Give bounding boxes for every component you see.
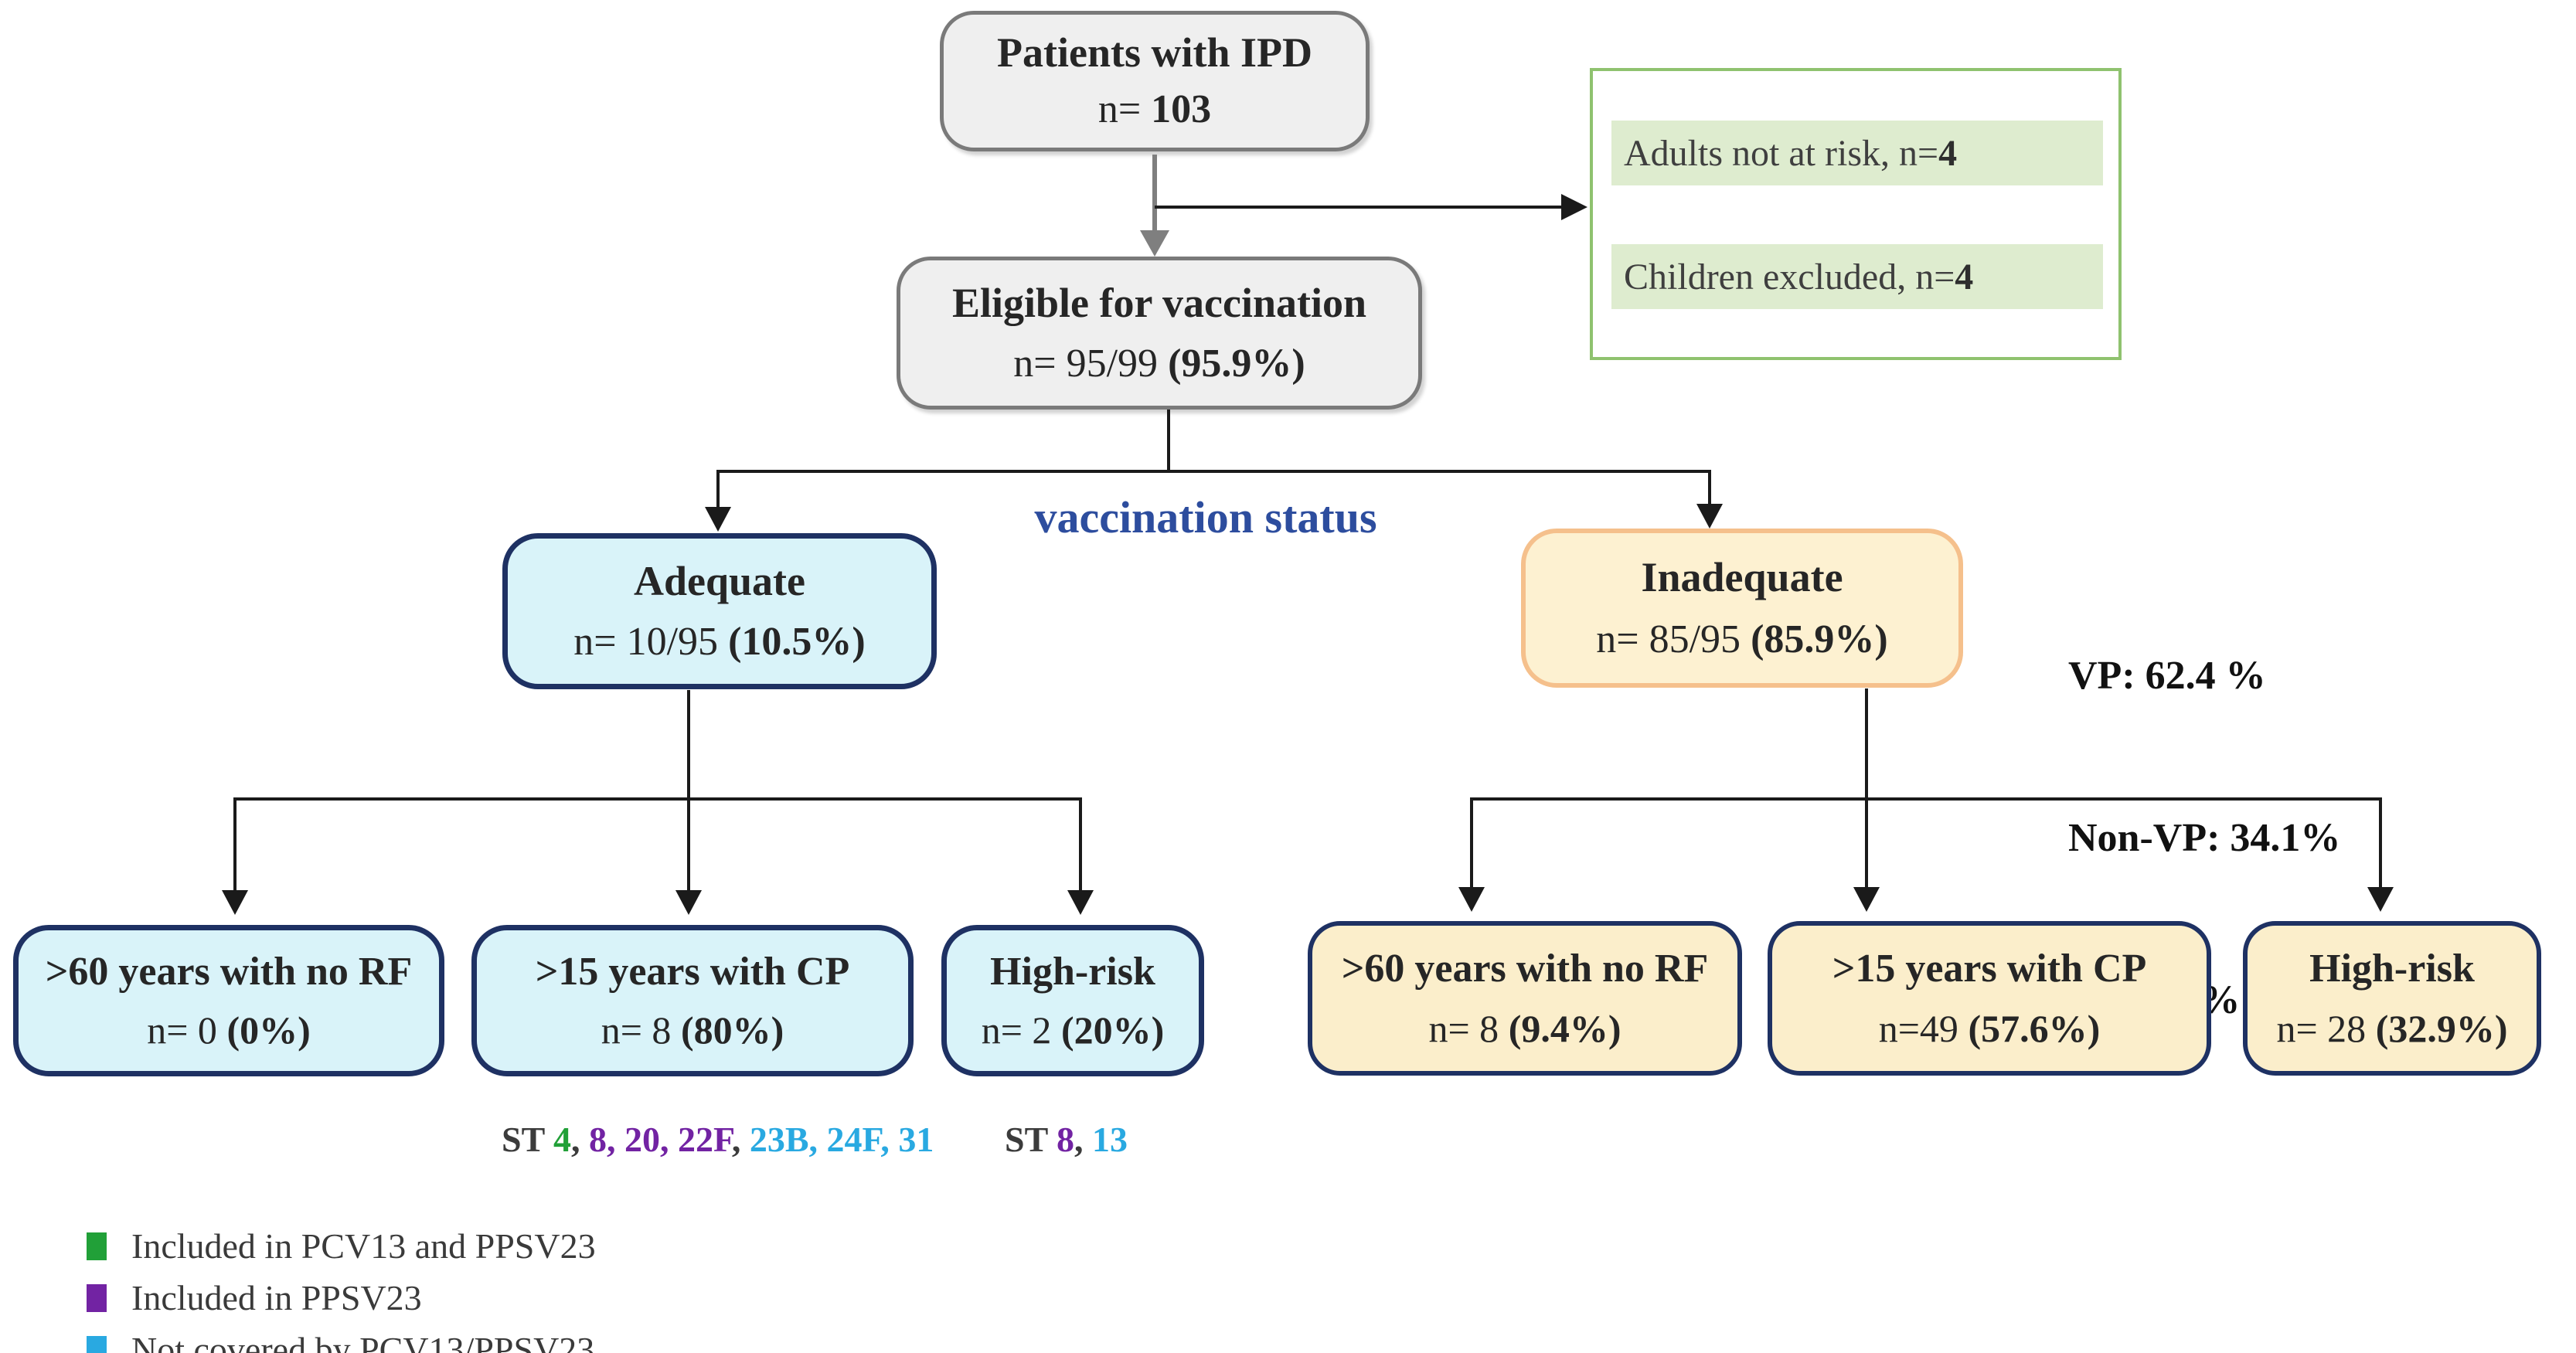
arrow-head-inadequate-child-2 [1853,887,1880,912]
connector-drop-inadequate [1708,470,1711,510]
serotype-token: , [731,1120,750,1159]
vp-stat-line: VP: 62.4 % [2068,654,2266,698]
connector-drop-adequate-child-2 [687,797,690,893]
excluded-row-text: Adults not at risk, n= [1624,132,1939,174]
node-count: n= 0 (0%) [147,1008,311,1052]
node-eligible-for-vaccination: Eligible for vaccination n= 95/99 (95.9%… [897,257,1422,410]
node-count: n=49 (57.6%) [1878,1006,2101,1050]
node-title: >60 years with no RF [1341,947,1709,991]
legend-row: Included in PPSV23 [87,1279,596,1317]
arrow-head-ipd-to-eligible [1140,230,1169,257]
node-inadequate-over60-no-rf: >60 years with no RF n= 8 (9.4%) [1308,921,1742,1076]
connector-drop-adequate-child-3 [1079,797,1082,893]
legend-label: Not covered by PCV13/PPSV23 [131,1330,595,1353]
node-count: n= 85/95 (85.9%) [1596,617,1888,661]
node-adequate-over60-no-rf: >60 years with no RF n= 0 (0%) [13,925,444,1076]
serotype-token: 8, 20, 22F [588,1120,732,1159]
node-title: >60 years with no RF [45,950,413,994]
serotype-line-adequate-cp: ST 4, 8, 20, 22F, 23B, 24F, 31 [502,1119,934,1160]
serotype-token: 8 [1056,1120,1074,1159]
connector-ipd-to-eligible [1152,155,1157,235]
serotype-token: , [570,1120,589,1159]
excluded-row-adults: Adults not at risk, n= 4 [1611,121,2103,185]
serotype-token: , [1074,1120,1092,1159]
node-title: Eligible for vaccination [952,279,1366,326]
legend-swatch [87,1336,107,1353]
connector-drop-adequate [716,470,720,510]
connector-drop-inadequate-child-2 [1865,797,1868,890]
node-adequate-over15-cp: >15 years with CP n= 8 (80%) [471,925,914,1076]
vp-stat-line: Non-VP: 34.1% [2068,816,2341,860]
serotype-token: 4 [553,1120,571,1159]
connector-adequate-stem [687,690,690,801]
legend-swatch [87,1232,107,1260]
excluded-row-children: Children excluded, n= 4 [1611,244,2103,309]
excluded-panel: Adults not at risk, n= 4 Children exclud… [1590,68,2122,360]
node-patients-with-ipd: Patients with IPD n= 103 [940,11,1370,151]
connector-adequate-branch [233,797,1082,801]
legend-row: Included in PCV13 and PPSV23 [87,1227,596,1266]
arrow-head-to-excluded-panel [1561,194,1587,220]
node-count: n= 8 (9.4%) [1428,1006,1621,1050]
legend-row: Not covered by PCV13/PPSV23 [87,1331,596,1353]
connector-drop-inadequate-child-3 [2379,797,2382,890]
connector-status-branch [716,470,1711,473]
legend-label: Included in PPSV23 [131,1278,422,1317]
node-count: n= 8 (80%) [601,1008,784,1052]
node-count: n= 103 [1097,87,1212,132]
excluded-row-count: 4 [1938,132,1958,174]
node-count: n= 28 (32.9%) [2276,1006,2508,1050]
serotype-token: 13 [1091,1120,1128,1159]
node-title: High-risk [990,950,1155,994]
serotype-token: 23B, 24F, 31 [749,1120,934,1159]
arrow-head-adequate-child-3 [1067,890,1094,915]
arrow-head-adequate-child-2 [675,890,702,915]
node-title: >15 years with CP [535,950,850,994]
connector-eligible-stem [1167,410,1170,473]
node-count: n= 2 (20%) [981,1008,1165,1052]
node-adequate: Adequate n= 10/95 (10.5%) [502,533,937,689]
node-title: >15 years with CP [1832,947,2147,991]
node-title: Adequate [633,557,805,604]
node-adequate-high-risk: High-risk n= 2 (20%) [941,925,1204,1076]
serotype-token: ST [1005,1120,1057,1159]
connector-inadequate-stem [1865,688,1868,801]
connector-drop-adequate-child-1 [233,797,237,893]
connector-drop-inadequate-child-1 [1470,797,1473,890]
node-count: n= 10/95 (10.5%) [573,619,866,664]
serotype-token: ST [502,1120,553,1159]
arrow-head-inadequate-child-3 [2367,887,2394,912]
node-title: High-risk [2309,947,2475,991]
node-title: Inadequate [1641,553,1843,600]
serotype-line-high-risk: ST 8, 13 [1005,1119,1128,1160]
node-title: Patients with IPD [997,29,1312,76]
legend-label: Included in PCV13 and PPSV23 [131,1226,596,1266]
arrow-head-inadequate [1696,504,1723,529]
connector-to-excluded-panel [1155,206,1563,209]
excluded-row-count: 4 [1955,256,1974,297]
connector-inadequate-branch [1470,797,2382,801]
serotype-legend: Included in PCV13 and PPSV23 Included in … [87,1227,596,1353]
node-inadequate: Inadequate n= 85/95 (85.9%) [1521,529,1963,688]
legend-swatch [87,1284,107,1312]
node-count: n= 95/99 (95.9%) [1013,341,1305,386]
arrow-head-adequate [705,507,731,532]
node-inadequate-over15-cp: >15 years with CP n=49 (57.6%) [1768,921,2211,1076]
excluded-row-text: Children excluded, n= [1624,256,1955,297]
node-inadequate-high-risk: High-risk n= 28 (32.9%) [2243,921,2541,1076]
arrow-head-adequate-child-1 [222,890,248,915]
arrow-head-inadequate-child-1 [1458,887,1485,912]
branch-label-vaccination-status: vaccination status [1034,492,1377,542]
